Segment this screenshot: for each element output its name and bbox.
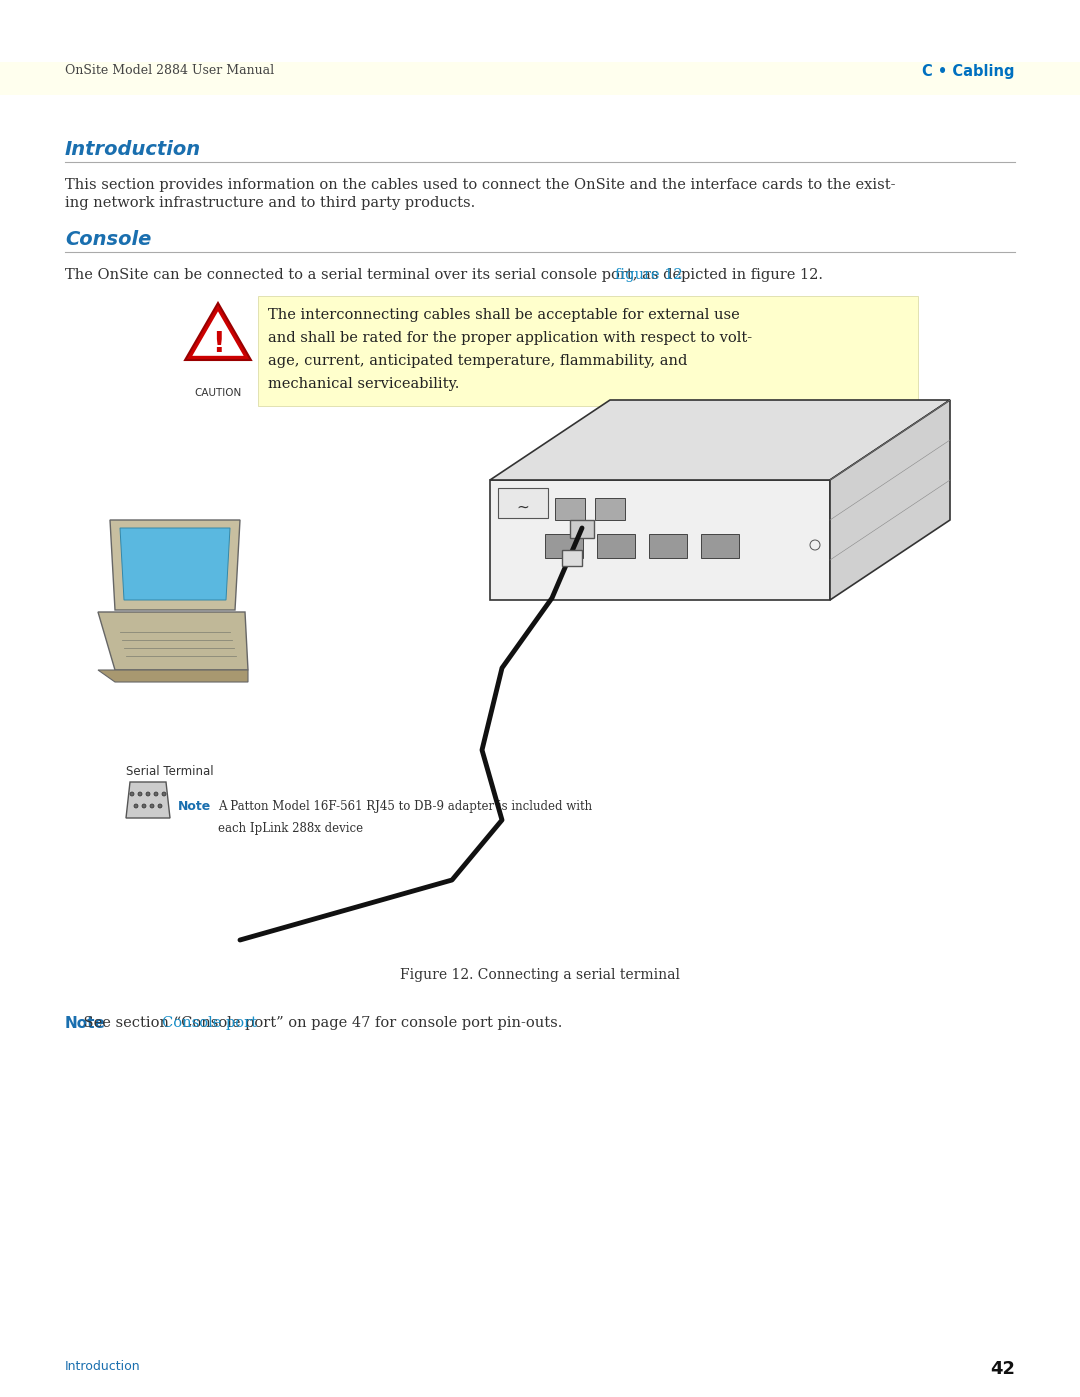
FancyBboxPatch shape [597, 534, 635, 557]
FancyBboxPatch shape [562, 550, 582, 566]
Text: Serial Terminal: Serial Terminal [126, 766, 214, 778]
Circle shape [130, 792, 134, 796]
FancyBboxPatch shape [649, 534, 687, 557]
Text: ing network infrastructure and to third party products.: ing network infrastructure and to third … [65, 196, 475, 210]
Text: This section provides information on the cables used to connect the OnSite and t: This section provides information on the… [65, 177, 895, 191]
Text: age, current, anticipated temperature, flammability, and: age, current, anticipated temperature, f… [268, 353, 687, 367]
Polygon shape [185, 303, 251, 360]
Polygon shape [831, 400, 950, 599]
Circle shape [162, 792, 166, 796]
Text: OnSite Model 2884 User Manual: OnSite Model 2884 User Manual [65, 64, 274, 77]
Text: C • Cabling: C • Cabling [922, 64, 1015, 80]
Text: and shall be rated for the proper application with respect to volt-: and shall be rated for the proper applic… [268, 331, 752, 345]
FancyBboxPatch shape [570, 520, 594, 538]
Polygon shape [98, 671, 248, 682]
Text: Figure 12. Connecting a serial terminal: Figure 12. Connecting a serial terminal [400, 968, 680, 982]
FancyBboxPatch shape [498, 488, 548, 518]
Polygon shape [110, 520, 240, 610]
Circle shape [810, 541, 820, 550]
Text: each IpLink 288x device: each IpLink 288x device [218, 821, 363, 835]
Polygon shape [126, 782, 170, 819]
Polygon shape [490, 400, 950, 481]
Polygon shape [120, 528, 230, 599]
FancyBboxPatch shape [701, 534, 739, 557]
Polygon shape [192, 312, 244, 356]
Text: figure 12: figure 12 [615, 268, 683, 282]
Text: See section “Console port” on page 47 for console port pin-outs.: See section “Console port” on page 47 fo… [65, 1016, 563, 1030]
Text: Note: Note [178, 800, 212, 813]
Text: The OnSite can be connected to a serial terminal over its serial console port, a: The OnSite can be connected to a serial … [65, 268, 823, 282]
Text: mechanical serviceability.: mechanical serviceability. [268, 377, 459, 391]
Circle shape [158, 805, 162, 807]
Text: A Patton Model 16F-561 RJ45 to DB-9 adapter is included with: A Patton Model 16F-561 RJ45 to DB-9 adap… [218, 800, 592, 813]
Circle shape [146, 792, 150, 796]
Circle shape [150, 805, 154, 807]
Text: ~: ~ [516, 500, 529, 515]
Polygon shape [98, 612, 248, 671]
Circle shape [138, 792, 141, 796]
FancyBboxPatch shape [258, 296, 918, 407]
Text: !: ! [212, 330, 225, 358]
Circle shape [134, 805, 138, 807]
Circle shape [141, 805, 146, 807]
Text: Console: Console [65, 231, 151, 249]
Text: CAUTION: CAUTION [194, 388, 242, 398]
FancyBboxPatch shape [0, 61, 1080, 95]
Text: Introduction: Introduction [65, 1361, 140, 1373]
Polygon shape [490, 481, 831, 599]
FancyBboxPatch shape [555, 497, 585, 520]
Text: Console port: Console port [162, 1016, 257, 1030]
Text: The interconnecting cables shall be acceptable for external use: The interconnecting cables shall be acce… [268, 307, 740, 321]
Text: Note: Note [65, 1016, 106, 1031]
Circle shape [154, 792, 158, 796]
Text: 42: 42 [990, 1361, 1015, 1377]
FancyBboxPatch shape [545, 534, 583, 557]
FancyBboxPatch shape [595, 497, 625, 520]
Text: Introduction: Introduction [65, 140, 201, 159]
